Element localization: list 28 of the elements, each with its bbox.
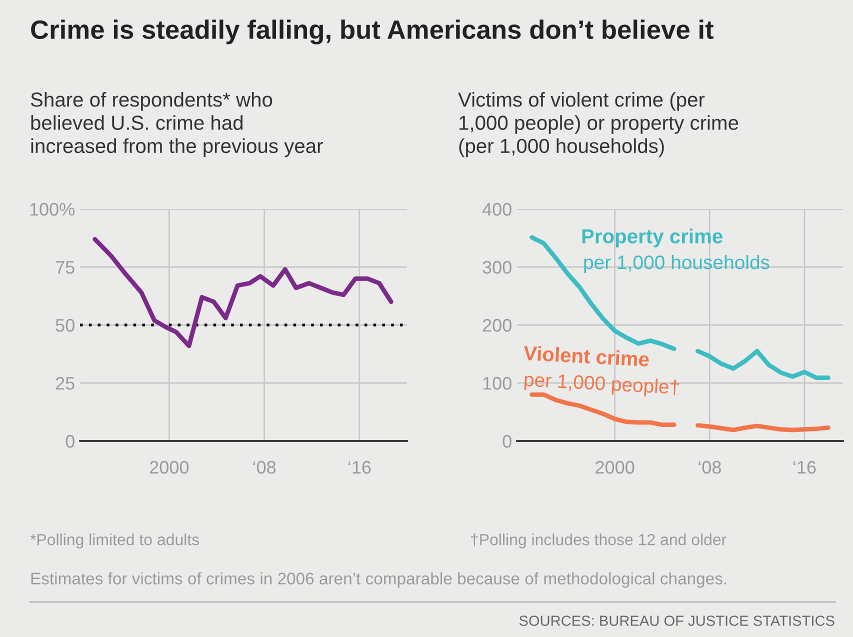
y-tick-label: 400 [482, 202, 512, 216]
chart-title: Crime is steadily falling, but Americans don’t believe it [31, 20, 714, 44]
series-label: Violent crime [523, 345, 650, 367]
annotation: per 1,000 households [584, 254, 770, 274]
y-tick-label: 100 [483, 376, 512, 390]
y-tick-label: 50 [56, 318, 74, 332]
y-tick-label: 300 [482, 260, 512, 274]
x-tick-label: ‘16 [348, 460, 371, 474]
text: Estimates for victims of crimes in 2006 aren’t comparable because of methodological changes. [31, 572, 726, 588]
series-label: Property crime [582, 228, 722, 248]
x-tick-label: 2000 [150, 460, 189, 474]
text: †Polling includes those 12 and older [471, 534, 726, 548]
y-tick-label: 200 [482, 318, 512, 332]
line-series [92, 236, 394, 348]
y-tick-label: 75 [56, 261, 74, 274]
y-tick-label: 0 [502, 434, 512, 448]
y-tick-label: 100% [30, 202, 74, 216]
source-note: SOURCES: BUREAU OF JUSTICE STATISTICS [519, 616, 834, 626]
y-tick-label: 25 [56, 376, 74, 390]
chart-subtitle: Share of respondents* who believed U.S. crime had increased from the previous year [30, 92, 323, 158]
x-tick-label: 2000 [596, 460, 634, 474]
annotation: per 1,000 people† [524, 372, 680, 398]
x-tick-label: ‘08 [698, 460, 721, 474]
x-tick-label: ‘08 [253, 460, 276, 474]
x-tick-label: ‘16 [794, 460, 816, 474]
text: *Polling limited to adults [30, 534, 199, 548]
y-tick-label: 0 [66, 434, 74, 448]
chart-subtitle: Victims of violent crime (per 1,000 people) or property crime (per 1,000 households) [458, 92, 738, 158]
